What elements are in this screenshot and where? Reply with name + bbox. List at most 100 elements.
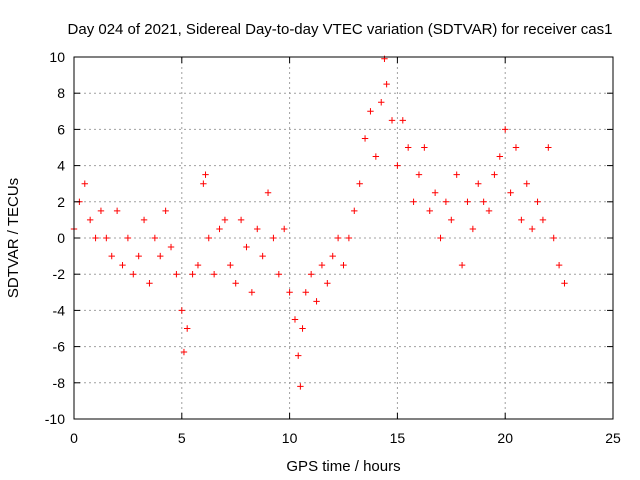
y-tick-label: -4 [53, 302, 66, 318]
data-point-marker [140, 216, 148, 224]
chart-title: Day 024 of 2021, Sidereal Day-to-day VTE… [68, 21, 613, 38]
data-point-marker [248, 289, 256, 296]
data-point-marker [475, 180, 482, 187]
data-point-marker [415, 171, 423, 178]
data-point-marker [426, 207, 433, 215]
data-point-marker [324, 280, 331, 287]
data-point-marker [189, 271, 196, 278]
data-point-marker [275, 271, 283, 278]
data-point-marker [202, 171, 209, 178]
data-point-marker [502, 126, 509, 133]
data-point-marker [108, 252, 115, 260]
data-point-marker [113, 207, 121, 215]
data-point-marker [183, 325, 191, 332]
data-point-marker [92, 234, 99, 242]
data-point-marker [81, 180, 88, 187]
data-point-marker [518, 216, 525, 224]
data-point-marker [496, 153, 504, 160]
data-point-marker [378, 99, 385, 106]
data-point-marker [119, 261, 126, 269]
data-point-marker [464, 198, 471, 205]
x-tick-label: 15 [390, 430, 406, 446]
grid-lines [74, 57, 613, 419]
data-point-marker [97, 207, 105, 215]
x-tick-label: 0 [70, 430, 78, 446]
data-point-marker [345, 234, 353, 242]
data-point-marker [469, 225, 477, 233]
data-point-marker [528, 225, 536, 233]
data-point-marker [299, 325, 306, 332]
y-tick-label: 6 [57, 121, 65, 137]
x-tick-label: 20 [497, 430, 513, 446]
data-point-marker [302, 289, 309, 296]
x-tick-label: 25 [605, 430, 621, 446]
data-point-marker [286, 289, 293, 296]
data-point-marker [157, 252, 164, 260]
data-point-marker [372, 153, 380, 160]
data-point-marker [431, 189, 439, 196]
data-point-marker [356, 180, 363, 187]
data-point-marker [361, 135, 369, 142]
y-tick-label: -2 [53, 266, 66, 282]
data-point-marker [135, 252, 142, 260]
data-point-marker [453, 171, 460, 178]
data-point-marker [232, 280, 239, 287]
y-tick-label: 8 [57, 85, 65, 101]
data-point-marker [388, 117, 396, 124]
data-point-marker [550, 234, 557, 242]
data-point-marker [399, 117, 406, 124]
data-point-marker [523, 180, 530, 187]
data-point-marker [442, 198, 450, 205]
y-tick-label: -8 [53, 375, 66, 391]
data-point-marker [151, 234, 159, 242]
data-point-marker [210, 271, 218, 278]
x-axis-label: GPS time / hours [286, 458, 400, 475]
data-point-marker [281, 225, 288, 233]
data-point-marker [124, 234, 132, 242]
y-tick-label: -10 [45, 411, 65, 427]
data-point-marker [561, 280, 568, 287]
data-point-marker [162, 207, 169, 215]
data-point-marker [291, 316, 299, 323]
data-point-marker [307, 271, 315, 278]
data-point-marker [318, 261, 326, 269]
data-point-marker [545, 144, 552, 151]
data-point-marker [351, 207, 358, 215]
data-point-marker [340, 261, 347, 269]
data-point-marker [485, 207, 493, 215]
data-point-marker [448, 216, 455, 224]
data-point-marker [200, 180, 207, 187]
data-point-marker [173, 271, 180, 278]
data-point-marker [295, 352, 302, 359]
x-tick-label: 10 [282, 430, 298, 446]
data-point-marker [404, 144, 412, 151]
data-point-marker [86, 216, 94, 224]
data-point-marker [539, 216, 547, 224]
data-point-marker [180, 348, 188, 356]
axis-ticks: 0 5 10 15 20 25 -10 -8 -6 -4 -2 0 2 4 6 8 10 [45, 49, 621, 446]
data-point-marker [329, 252, 336, 260]
data-point-marker [254, 225, 261, 233]
data-point-marker [507, 189, 514, 196]
data-point-marker [243, 243, 250, 251]
y-tick-label: 0 [57, 230, 65, 246]
y-tick-label: 4 [57, 158, 65, 174]
data-point-marker [103, 234, 110, 242]
y-axis-label: SDTVAR / TECUs [5, 178, 22, 298]
data-point-marker [534, 198, 541, 205]
data-point-marker [383, 80, 390, 88]
data-point-marker [421, 144, 428, 151]
x-tick-label: 5 [178, 430, 186, 446]
data-point-marker [394, 162, 401, 169]
data-point-marker [297, 383, 304, 390]
data-point-marker [146, 280, 153, 287]
data-point-marker [410, 198, 417, 205]
data-point-marker [480, 198, 487, 205]
data-point-marker [491, 171, 498, 178]
data-point-marker [458, 261, 466, 269]
data-point-marker [264, 189, 272, 196]
data-point-marker [334, 234, 342, 242]
data-point-marker [259, 252, 266, 260]
data-point-marker [216, 225, 223, 233]
